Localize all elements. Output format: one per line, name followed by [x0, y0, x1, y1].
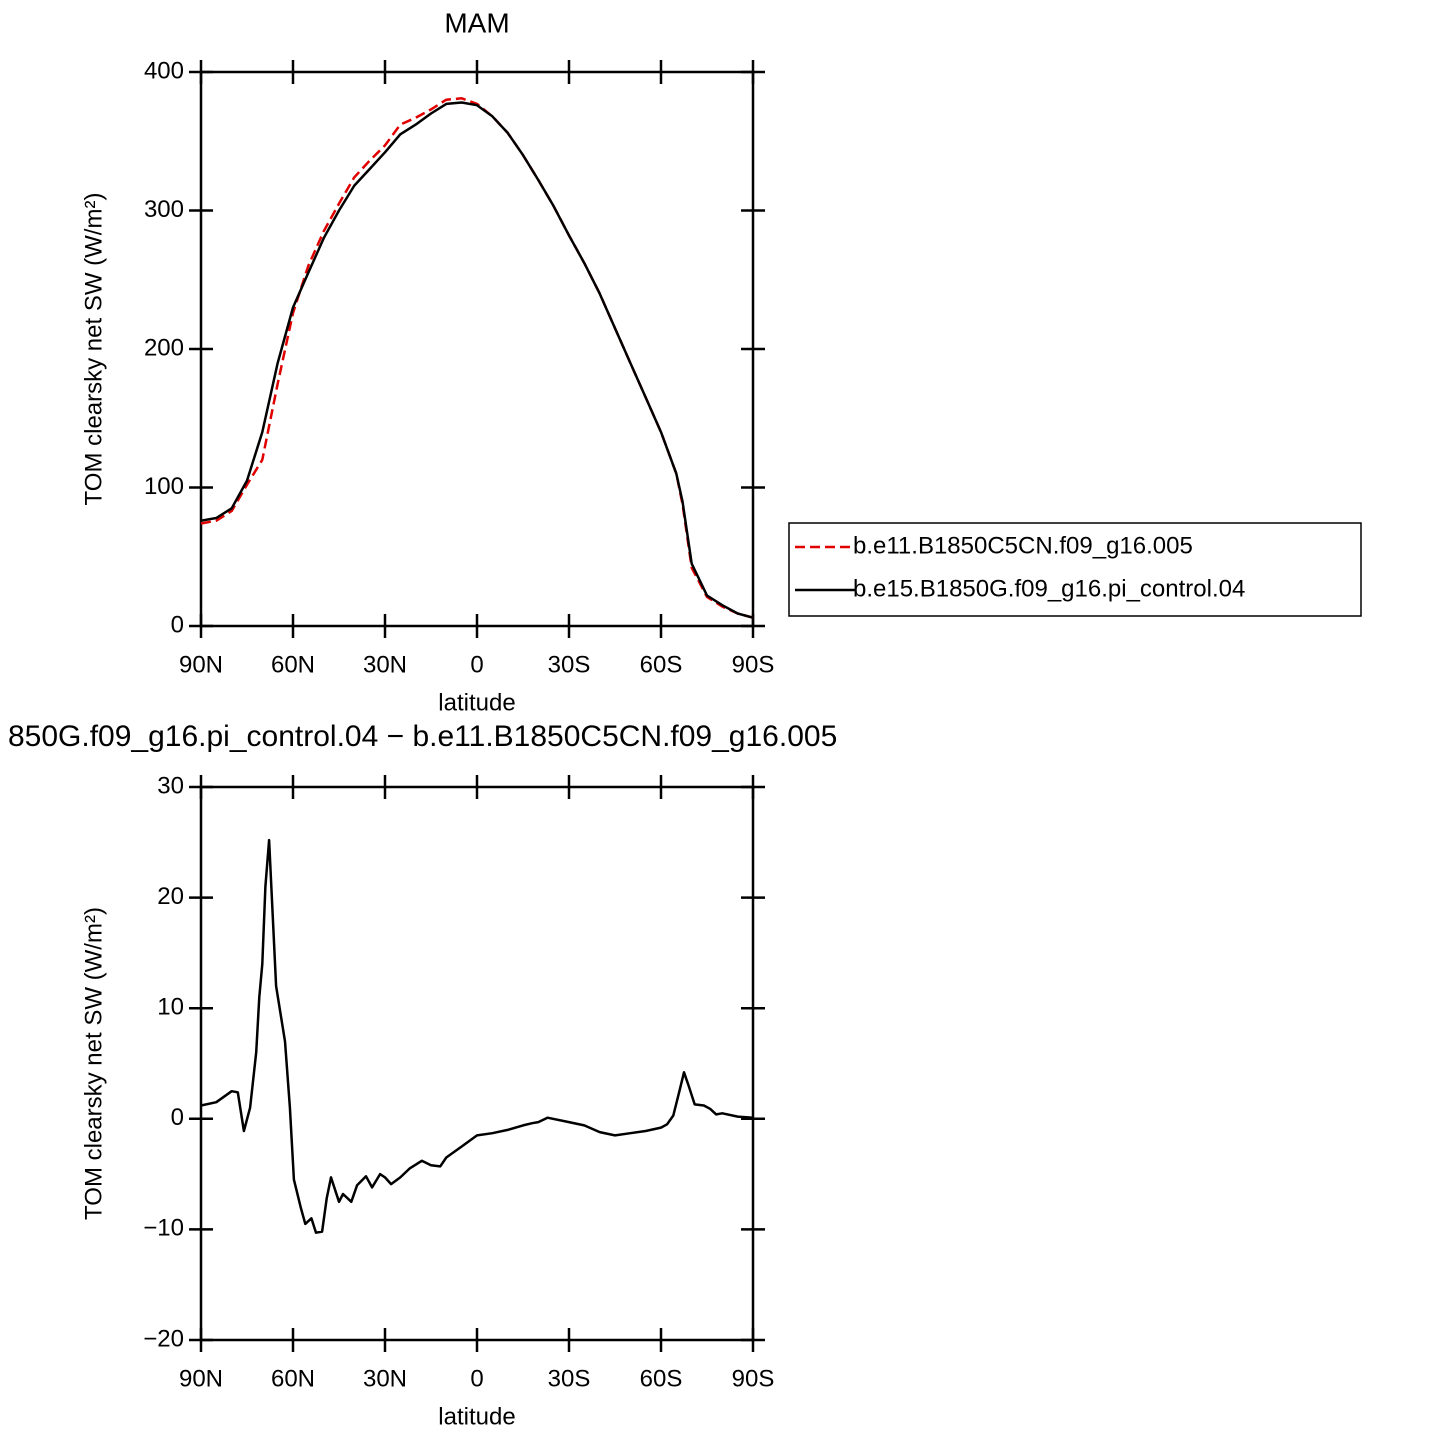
x-tick-label: 30N — [363, 651, 407, 678]
x-tick-label: 90S — [732, 1365, 775, 1392]
x-tick-label: 30N — [363, 1365, 407, 1392]
legend-label: b.e11.B1850C5CN.f09_g16.005 — [853, 532, 1193, 559]
y-tick-label: −10 — [143, 1215, 184, 1242]
y-tick-label: 0 — [171, 1104, 184, 1131]
x-tick-label: 60N — [271, 1365, 315, 1392]
x-tick-label: 60S — [640, 651, 683, 678]
x-tick-label: 60N — [271, 651, 315, 678]
plot-frame — [199, 785, 755, 1342]
y-axis-label: TOM clearsky net SW (W/m²) — [80, 193, 107, 506]
y-tick-label: 20 — [157, 883, 184, 910]
y-axis-label: TOM clearsky net SW (W/m²) — [80, 907, 107, 1220]
chart-title: MAM — [444, 7, 509, 38]
x-tick-label: 60S — [640, 1365, 683, 1392]
x-tick-label: 30S — [548, 651, 591, 678]
y-tick-label: 400 — [144, 57, 184, 84]
legend-label: b.e15.B1850G.f09_g16.pi_control.04 — [853, 575, 1245, 602]
data-line — [200, 97, 754, 619]
y-tick-label: 200 — [144, 334, 184, 361]
x-axis-label: latitude — [438, 689, 515, 716]
x-tick-label: 90N — [179, 1365, 223, 1392]
legend-box — [788, 522, 1362, 617]
x-tick-label: 90N — [179, 651, 223, 678]
y-tick-label: −20 — [143, 1325, 184, 1352]
plot-frame — [199, 70, 755, 628]
x-tick-label: 0 — [470, 651, 483, 678]
y-tick-label: 0 — [171, 611, 184, 638]
y-tick-label: 30 — [157, 772, 184, 799]
x-tick-label: 0 — [470, 1365, 483, 1392]
x-tick-label: 90S — [732, 651, 775, 678]
data-line — [200, 101, 754, 619]
legend: b.e11.B1850C5CN.f09_g16.005 b.e15.B1850G.… — [788, 522, 1362, 617]
y-tick-label: 100 — [144, 473, 184, 500]
x-axis-label: latitude — [438, 1403, 515, 1430]
data-line — [200, 838, 754, 1234]
chart-title: 850G.f09_g16.pi_control.04 − b.e11.B1850… — [8, 720, 837, 753]
x-tick-label: 30S — [548, 1365, 591, 1392]
y-tick-label: 300 — [144, 196, 184, 223]
y-tick-label: 10 — [157, 994, 184, 1021]
